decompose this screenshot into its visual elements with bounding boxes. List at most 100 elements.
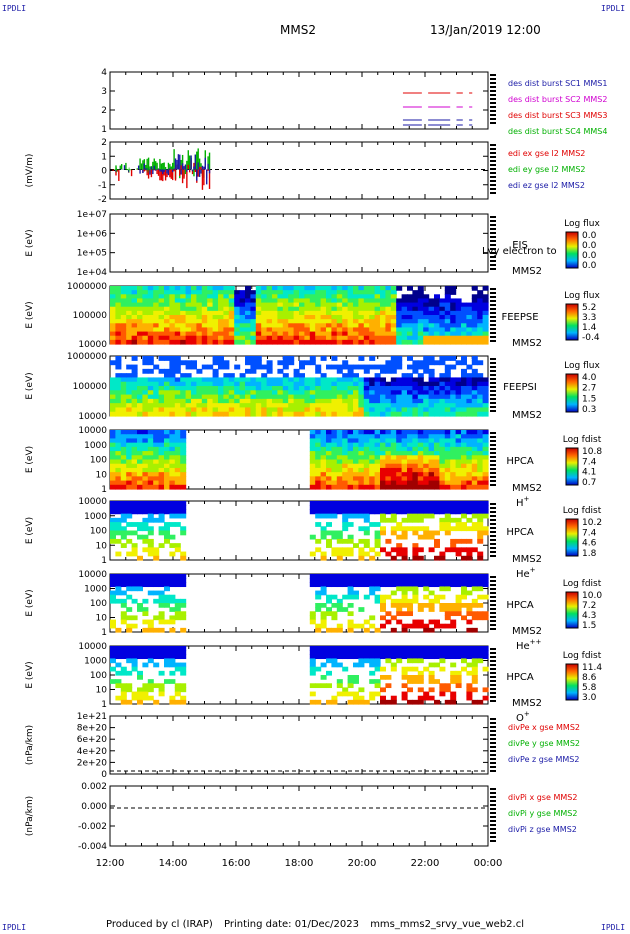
heatmap-cell (401, 476, 408, 482)
heatmap-cell (423, 463, 430, 469)
heatmap-cell (223, 319, 230, 324)
heatmap-cell (331, 574, 338, 579)
heatmap-cell (434, 484, 440, 490)
heatmap-cell (131, 381, 138, 387)
heatmap-cell (255, 331, 262, 337)
heatmap-cell (455, 547, 462, 553)
heatmap-cell (407, 509, 413, 515)
heatmap-cell (380, 298, 386, 304)
heatmap-cell (164, 403, 170, 409)
heatmap-cell (466, 691, 473, 697)
heatmap-cell (277, 411, 284, 417)
heatmap-cell (174, 650, 181, 655)
heatmap-cell (407, 373, 413, 379)
heatmap-cell (369, 323, 376, 329)
heatmap-cell (482, 480, 489, 486)
heatmap-cell (191, 394, 197, 400)
heatmap-cell (450, 459, 457, 465)
heatmap-cell (423, 582, 430, 588)
heatmap-cell (380, 695, 386, 701)
heatmap-cell (466, 455, 473, 461)
heatmap-cell (174, 459, 181, 465)
heatmap-cell (353, 480, 359, 486)
heatmap-cell (115, 590, 122, 596)
y-tick-label: 1000 (84, 512, 107, 522)
heatmap-cell (461, 381, 467, 387)
heatmap-cell (320, 472, 327, 477)
heatmap-cell (423, 315, 430, 320)
heatmap-cell (266, 294, 273, 300)
colorbar-tick-label: 10.0 (582, 591, 602, 601)
heatmap-cell (164, 390, 170, 396)
heatmap-cell (137, 480, 143, 486)
heatmap-cell (455, 598, 462, 604)
heatmap-cell (390, 695, 397, 701)
heatmap-cell (201, 290, 208, 295)
heatmap-cell (363, 484, 370, 490)
heatmap-cell (347, 484, 354, 490)
heatmap-cell (137, 438, 143, 444)
heatmap-cell (423, 594, 430, 600)
heatmap-cell (266, 381, 273, 387)
heatmap-cell (401, 590, 408, 596)
heatmap-cell (390, 319, 397, 324)
heatmap-cell (158, 451, 165, 456)
heatmap-cell (309, 534, 316, 540)
heatmap-cell (207, 286, 214, 291)
heatmap-cell (477, 526, 484, 532)
heatmap-cell (191, 403, 197, 409)
heatmap-cell (131, 598, 138, 604)
heatmap-cell (385, 459, 392, 465)
heatmap-cell (110, 403, 116, 409)
heatmap-cell (477, 390, 484, 396)
heatmap-cell (471, 662, 478, 668)
heatmap-cell (126, 484, 133, 490)
heatmap-cell (466, 687, 473, 693)
heatmap-cell (450, 509, 457, 515)
heatmap-cell (309, 442, 316, 448)
heatmap-cell (272, 294, 278, 300)
heatmap-cell (174, 501, 181, 506)
colorbar-tick-label: 0.0 (582, 261, 597, 271)
heatmap-cell (428, 451, 435, 456)
heatmap-cell (331, 356, 338, 361)
heatmap-cell (369, 586, 376, 592)
heatmap-cell (342, 538, 349, 544)
heatmap-cell (369, 650, 376, 655)
heatmap-cell (471, 286, 478, 291)
heatmap-cell (423, 306, 430, 312)
heatmap-cell (131, 302, 138, 308)
heatmap-cell (201, 335, 208, 341)
heatmap-cell (120, 294, 127, 300)
heatmap-cell (110, 574, 116, 579)
heatmap-cell (180, 339, 187, 345)
heatmap-cell (461, 555, 467, 561)
y-tick-label: 10 (96, 470, 108, 480)
heatmap-cell (288, 335, 295, 341)
heatmap-cell (444, 530, 451, 536)
heatmap-cell (223, 411, 230, 417)
heatmap-cell (407, 455, 413, 461)
heatmap-cell (385, 411, 392, 417)
heatmap-cell (407, 666, 413, 672)
heatmap-cell (347, 654, 354, 660)
heatmap-cell (331, 442, 338, 448)
heatmap-cell (180, 315, 187, 320)
heatmap-cell (401, 611, 408, 617)
heatmap-cell (153, 574, 160, 579)
heatmap-cell (153, 699, 160, 705)
heatmap-cell (115, 407, 122, 413)
heatmap-cell (126, 627, 133, 633)
heatmap-cell (380, 434, 386, 440)
heatmap-cell (304, 386, 311, 391)
heatmap-cell (401, 394, 408, 400)
heatmap-cell (131, 578, 138, 583)
heatmap-cell (153, 627, 160, 633)
heatmap-cell (131, 327, 138, 333)
heatmap-cell (180, 442, 187, 448)
heatmap-cell (396, 286, 403, 291)
heatmap-cell (153, 302, 160, 308)
heatmap-cell (218, 403, 224, 409)
heatmap-cell (196, 323, 203, 329)
heatmap-cell (115, 306, 122, 312)
